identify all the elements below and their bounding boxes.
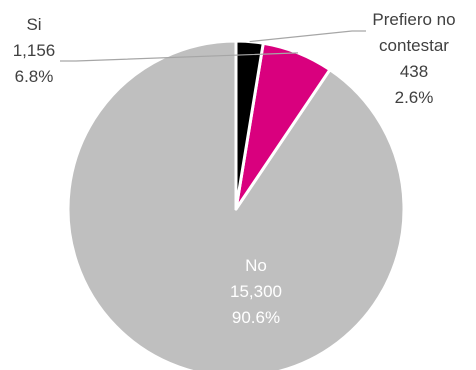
slice-label-no-count: 15,300	[230, 282, 282, 301]
slice-label-si-percent: 6.8%	[15, 67, 54, 86]
leader-line-si	[60, 52, 299, 62]
pie-slices	[66, 39, 406, 370]
slice-label-prefiero-name-line1: Prefiero no	[372, 10, 455, 29]
slice-label-si-name: Si	[26, 15, 41, 34]
slice-label-no-percent: 90.6%	[232, 308, 280, 327]
slice-label-prefiero-percent: 2.6%	[395, 88, 434, 107]
slice-label-no: No 15,300 90.6%	[230, 256, 282, 327]
slice-label-prefiero-no-contestar: Prefiero no contestar 438 2.6%	[372, 10, 455, 107]
slice-label-si-count: 1,156	[13, 41, 56, 60]
pie-slice-prefiero-no-contestar	[234, 39, 265, 211]
slice-label-si: Si 1,156 6.8%	[13, 15, 56, 86]
slice-label-prefiero-name-line2: contestar	[379, 36, 449, 55]
leader-lines	[60, 30, 366, 62]
slice-label-prefiero-count: 438	[400, 62, 428, 81]
leader-line-prefiero	[249, 30, 366, 43]
slice-label-no-name: No	[245, 256, 267, 275]
